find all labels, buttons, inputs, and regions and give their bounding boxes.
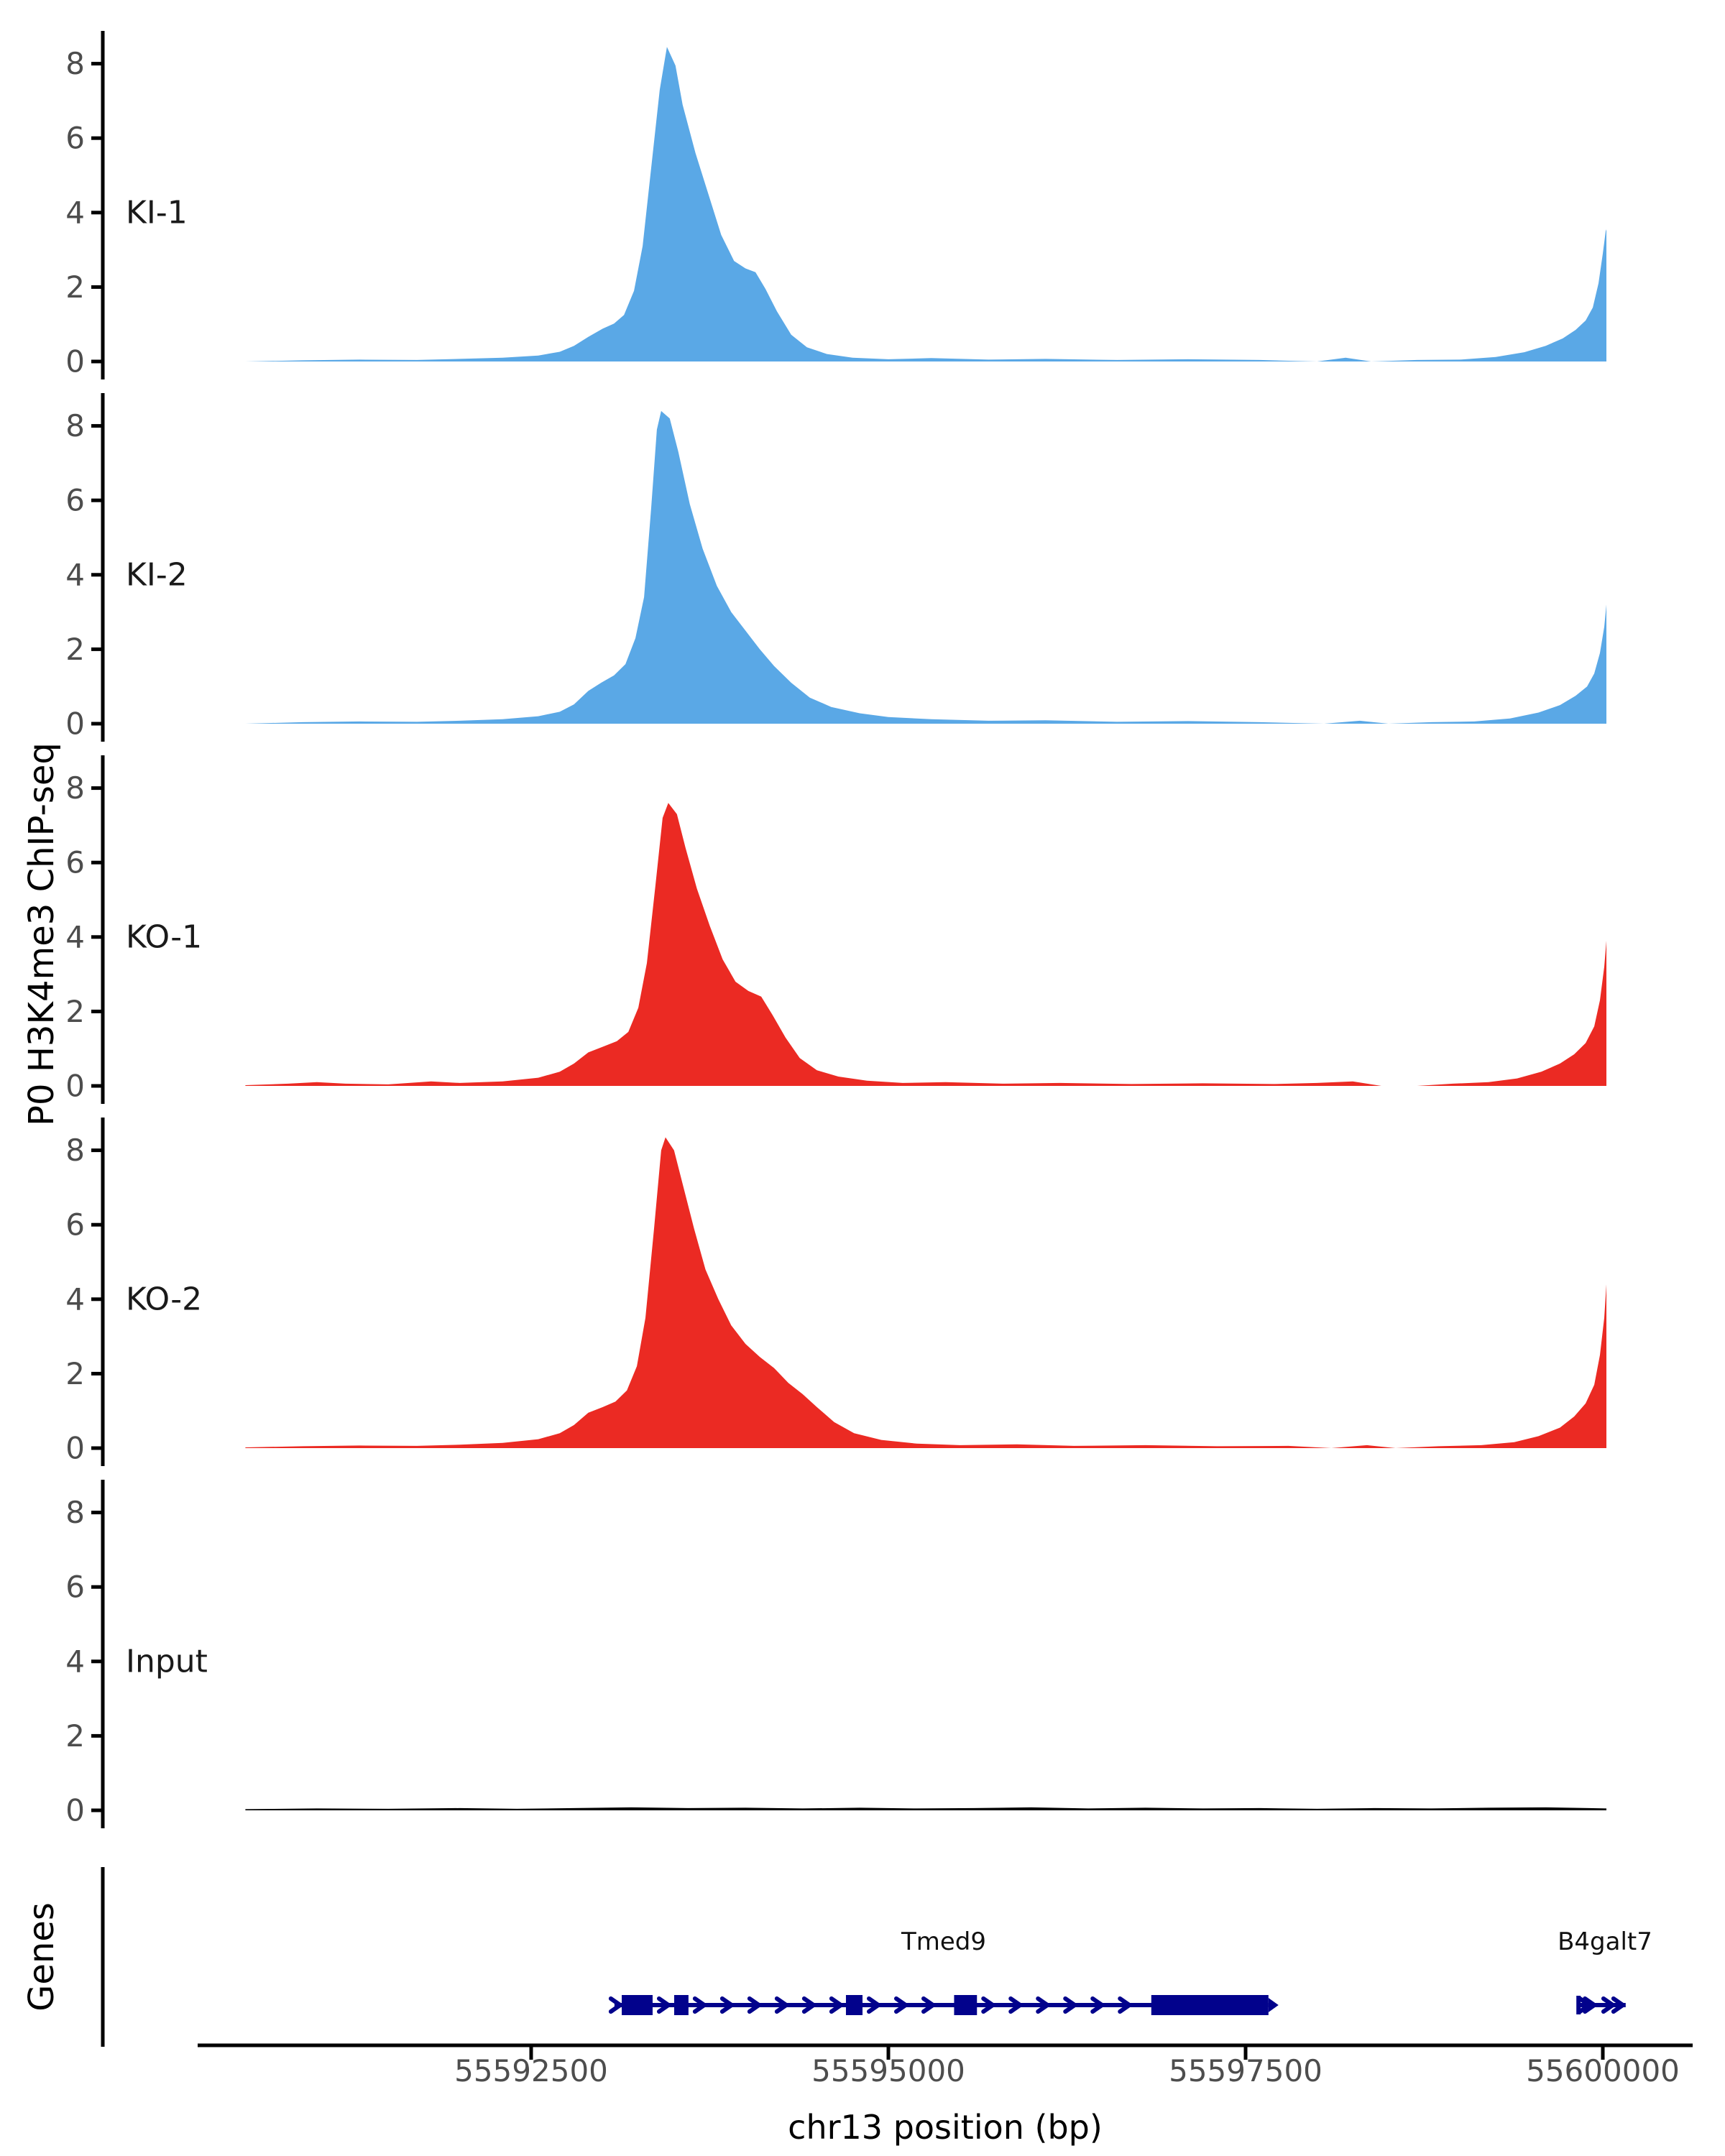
- x-tick-label: 55595000: [811, 2053, 965, 2088]
- y-tick-label: 0: [65, 706, 85, 742]
- y-tick-label: 4: [65, 1281, 85, 1317]
- x-tick-label: 55597500: [1169, 2053, 1322, 2088]
- gene-strand-chevron: [1601, 1996, 1615, 2014]
- gene-strand-chevron: [801, 1996, 816, 2014]
- gene-strand-chevron: [921, 1996, 936, 2014]
- y-tick-label: 6: [65, 483, 85, 518]
- y-tick-label: 6: [65, 1207, 85, 1243]
- x-tick-label: 55600000: [1526, 2053, 1680, 2088]
- gene-strand-chevron: [774, 1996, 788, 2014]
- gene-strand-chevron: [1583, 1996, 1597, 2014]
- y-tick-label: 2: [65, 1356, 85, 1391]
- gene-strand-chevron: [692, 1996, 707, 2014]
- y-tick-label: 8: [65, 46, 85, 81]
- y-tick-label: 6: [65, 1570, 85, 1605]
- y-tick-label: 4: [65, 919, 85, 954]
- gene-strand-chevron: [1578, 1996, 1592, 2014]
- gene-strand-chevron: [1036, 1996, 1050, 2014]
- track-label-ko-1: KO-1: [126, 918, 203, 956]
- y-tick-label: 8: [65, 1133, 85, 1168]
- track-label-input: Input: [126, 1643, 208, 1680]
- signal-area-ki-1: [245, 47, 1606, 362]
- signal-area-ko-1: [245, 803, 1606, 1086]
- gene-strand-chevron: [1008, 1996, 1023, 2014]
- gene-end-arrow: [1268, 1998, 1279, 2012]
- y-tick-label: 0: [65, 1793, 85, 1828]
- y-tick-label: 8: [65, 408, 85, 443]
- x-tick-label: 55592500: [454, 2053, 608, 2088]
- gene-exon: [673, 1995, 689, 2015]
- genes-panel-title: Genes: [22, 1902, 62, 2012]
- gene-label-b4galt7: B4galt7: [1558, 1927, 1652, 1956]
- y-tick-label: 8: [65, 770, 85, 806]
- gene-exon: [622, 1995, 653, 2015]
- y-tick-label: 0: [65, 1069, 85, 1104]
- y-tick-label: 4: [65, 557, 85, 592]
- track-label-ki-2: KI-2: [126, 556, 188, 594]
- y-tick-label: 2: [65, 1718, 85, 1754]
- signal-area-input: [245, 1807, 1606, 1810]
- y-tick-label: 2: [65, 994, 85, 1029]
- y-tick-label: 4: [65, 1644, 85, 1679]
- y-tick-label: 4: [65, 195, 85, 230]
- track-label-ki-1: KI-1: [126, 194, 188, 231]
- signal-area-ko-2: [245, 1137, 1606, 1448]
- gene-exon: [954, 1995, 978, 2015]
- gene-strand-chevron: [981, 1996, 995, 2014]
- gene-strand-chevron: [894, 1996, 908, 2014]
- y-tick-label: 8: [65, 1495, 85, 1530]
- gene-strand-chevron: [829, 1996, 843, 2014]
- gene-strand-chevron: [1611, 1996, 1625, 2014]
- y-tick-label: 0: [65, 1431, 85, 1466]
- gene-strand-chevron: [608, 1996, 622, 2014]
- y-tick-label: 0: [65, 344, 85, 379]
- y-tick-label: 6: [65, 121, 85, 156]
- gene-strand-chevron: [1118, 1996, 1132, 2014]
- gene-label-tmed9: Tmed9: [901, 1927, 987, 1956]
- signal-area-ki-2: [245, 410, 1606, 724]
- gene-strand-chevron: [656, 1996, 671, 2014]
- gene-exon: [845, 1995, 863, 2015]
- gene-strand-chevron: [1063, 1996, 1077, 2014]
- y-axis-title: P0 H3K4me3 ChIP-seq: [22, 742, 62, 1126]
- gene-strand-chevron: [719, 1996, 734, 2014]
- y-tick-label: 2: [65, 632, 85, 667]
- gene-strand-chevron: [1090, 1996, 1105, 2014]
- track-label-ko-2: KO-2: [126, 1281, 203, 1318]
- gene-start-tick: [1576, 1996, 1581, 2014]
- gene-strand-chevron: [747, 1996, 761, 2014]
- x-axis-title: chr13 position (bp): [788, 2108, 1103, 2147]
- gene-strand-chevron: [867, 1996, 881, 2014]
- y-tick-label: 6: [65, 845, 85, 880]
- y-tick-label: 2: [65, 270, 85, 305]
- gene-exon: [1151, 1995, 1269, 2015]
